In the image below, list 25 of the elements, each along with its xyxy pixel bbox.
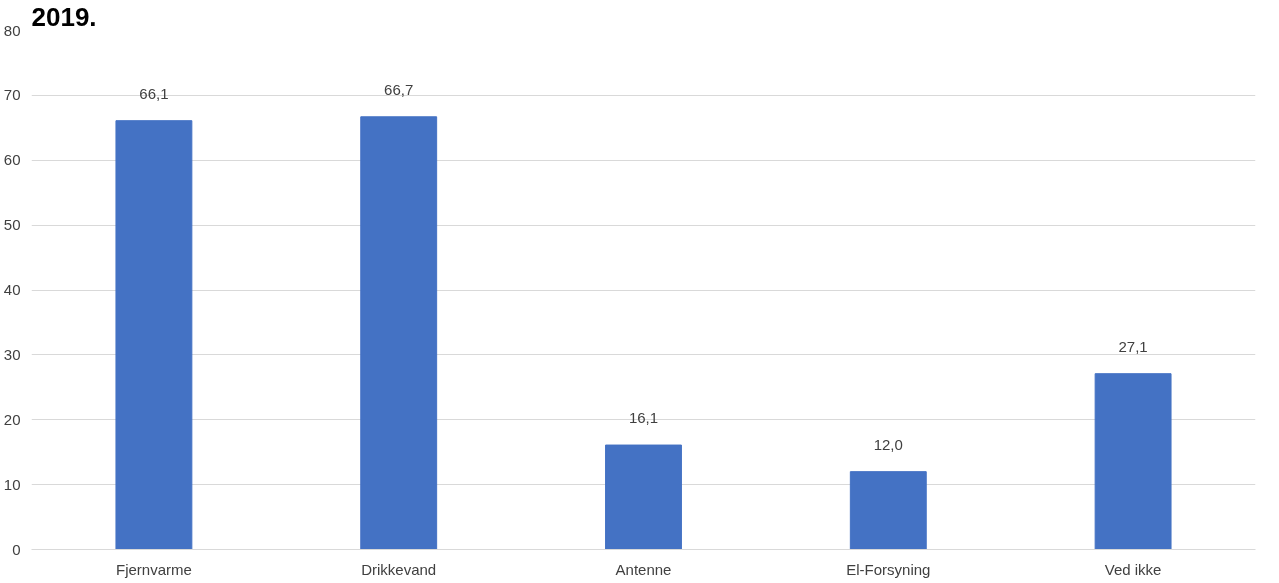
x-tick-label: Ved ikke: [1104, 560, 1162, 578]
x-tick-label: Drikkevand: [361, 560, 437, 578]
data-label: 66,1: [139, 84, 169, 102]
y-tick-label: 20: [3, 410, 21, 428]
x-tick-label: Antenne: [615, 560, 672, 578]
y-tick-label: 40: [3, 281, 21, 298]
bar: [605, 444, 682, 550]
y-tick-label: 70: [3, 86, 21, 104]
bar: [360, 116, 438, 550]
bar: [849, 471, 927, 550]
y-tick-label: 0: [12, 540, 21, 558]
data-label: 66,7: [384, 80, 414, 98]
chart-title: 2019.: [31, 1, 97, 32]
bar: [115, 120, 193, 550]
data-label: 12,0: [873, 435, 903, 453]
y-tick-label: 10: [3, 475, 21, 493]
data-label: 27,1: [1118, 337, 1148, 355]
y-tick-label: 60: [3, 151, 21, 169]
y-tick-label: 30: [3, 345, 21, 363]
x-tick-label: Fjernvarme: [115, 560, 192, 578]
y-tick-label: 50: [3, 216, 21, 234]
data-label: 16,1: [628, 409, 659, 427]
y-tick-label: 80: [3, 21, 21, 39]
bar: [1094, 373, 1172, 550]
x-tick-label: El-Forsyning: [846, 560, 931, 578]
